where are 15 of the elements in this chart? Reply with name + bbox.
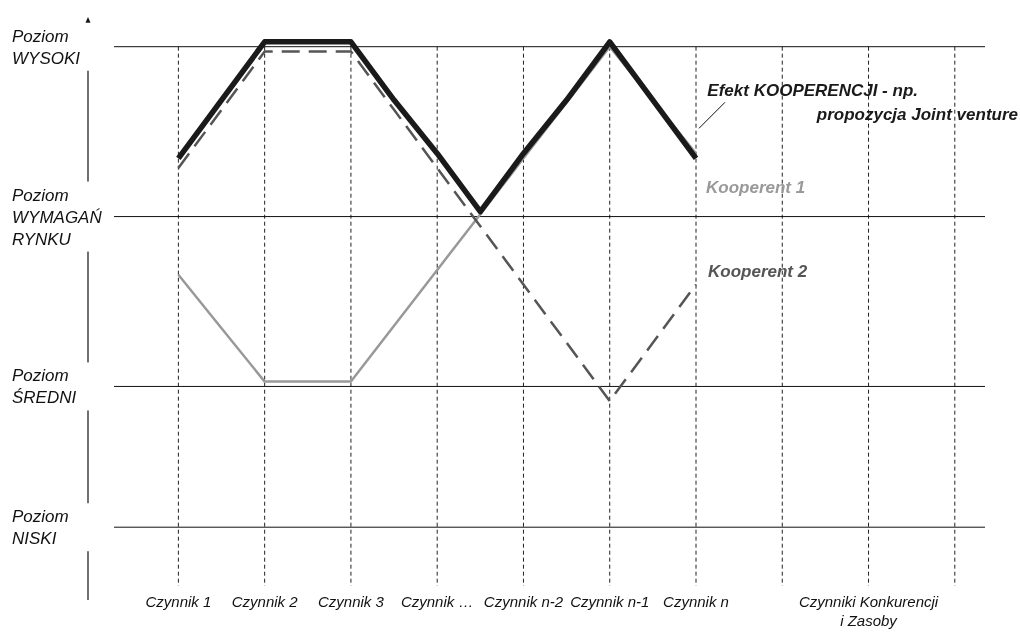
x-tick-label: Czynnik n-1 xyxy=(570,593,650,610)
ref-line-label: Poziom WYSOKI xyxy=(12,26,81,68)
series-label: Kooperent 2 xyxy=(708,261,808,281)
x-tick-label: Czynnik 2 xyxy=(231,593,299,610)
x-tick-label: Czynnik … xyxy=(400,593,474,610)
ref-line-label: Poziom NISKI xyxy=(12,507,69,549)
ref-line-label: Poziom WYMAGAŃ RYNKU xyxy=(12,185,103,249)
series-label: Kooperent 1 xyxy=(706,178,806,198)
x-tick-label: Czynnik n xyxy=(663,593,729,610)
ref-line-label: Poziom ŚREDNI xyxy=(12,366,77,408)
x-tick-label: Czynniki Konkurencji i Zasoby xyxy=(798,593,939,629)
series-label: Efekt KOOPERENCJI - np. propozycja Joint venture xyxy=(707,81,1018,125)
x-tick-label: Czynnik n-2 xyxy=(483,593,564,610)
x-tick-label: Czynnik 3 xyxy=(318,593,385,610)
x-tick-label: Czynnik 1 xyxy=(145,593,212,610)
